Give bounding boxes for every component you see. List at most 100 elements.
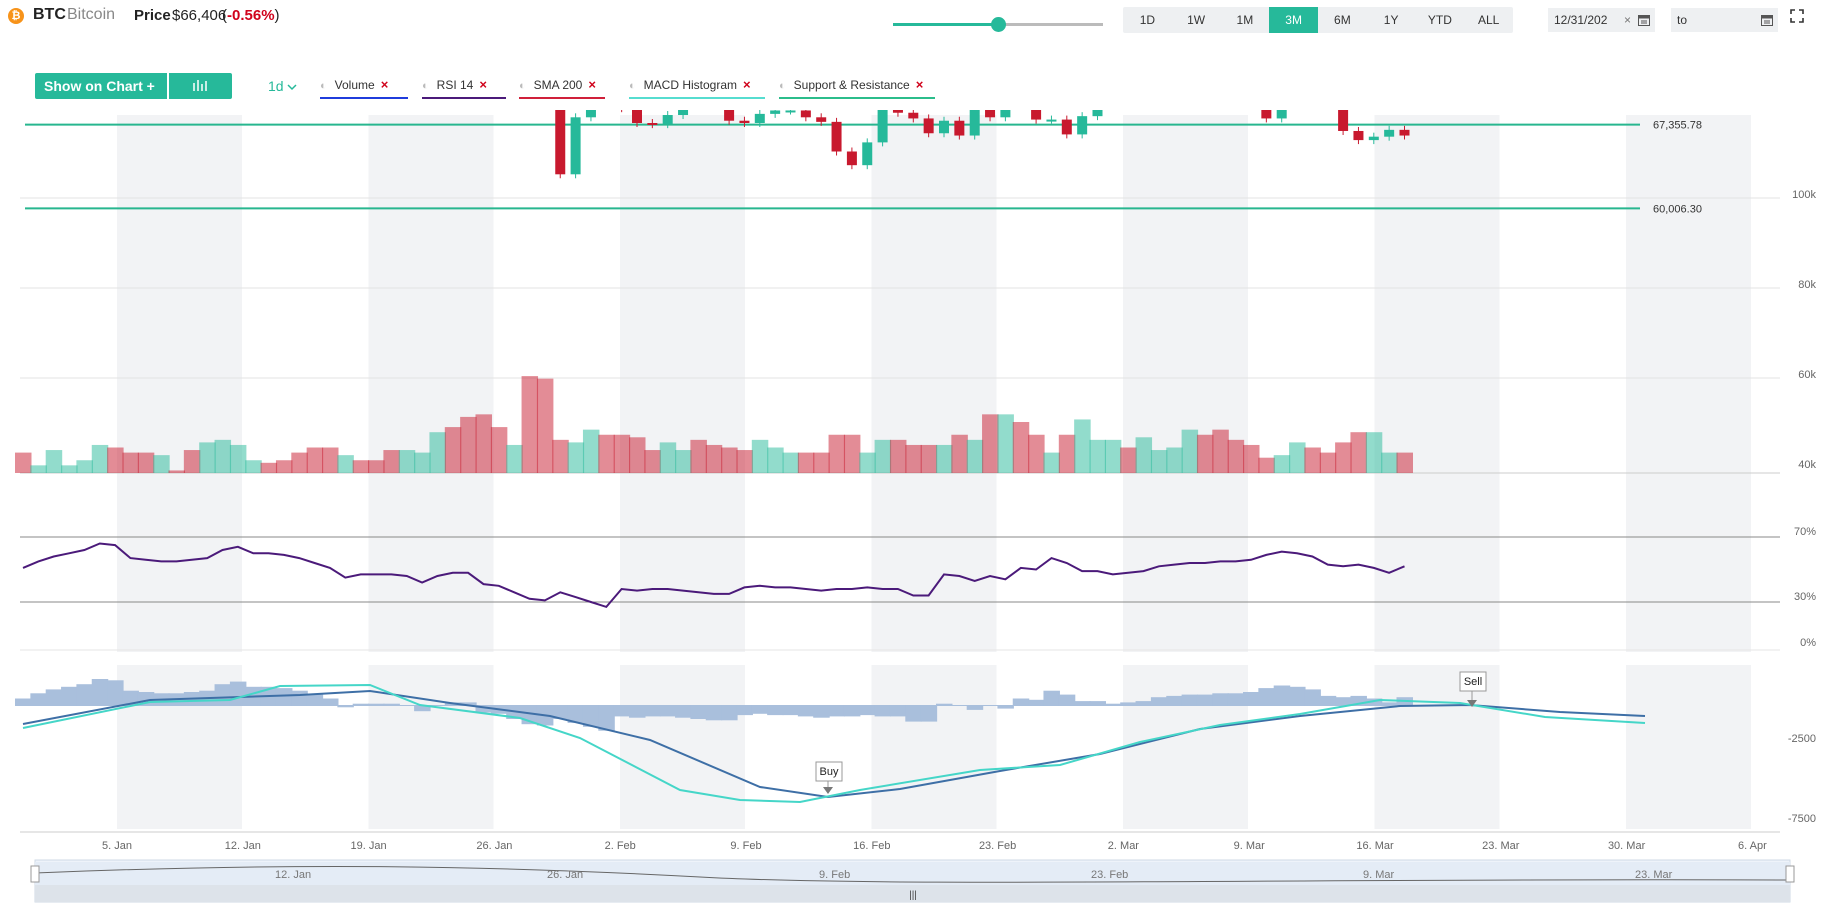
volume-bar: [1074, 419, 1091, 473]
bar-indicator-icon: [192, 80, 207, 91]
weekend-band: [368, 665, 494, 829]
macd-histogram-bar: [275, 688, 293, 706]
macd-histogram-bar: [1212, 693, 1229, 706]
rsi-axis-label: 70%: [1794, 526, 1816, 538]
volume-bar: [736, 450, 753, 473]
interval-selector[interactable]: 1d: [268, 78, 297, 94]
volume-bar: [552, 439, 569, 473]
range-1w[interactable]: 1W: [1187, 13, 1206, 27]
indicator-color-line: [519, 97, 605, 99]
macd-histogram-bar: [659, 705, 677, 717]
range-1m[interactable]: 1M: [1236, 13, 1254, 27]
candle-up: [585, 110, 596, 118]
macd-histogram-bar: [1227, 693, 1245, 706]
price-change: (-0.56%): [222, 7, 280, 24]
macd-histogram-bar: [705, 705, 723, 721]
volume-bar: [1365, 432, 1383, 473]
weekend-band: [620, 665, 745, 829]
eye-icon[interactable]: ◐: [422, 80, 429, 92]
weekend-band: [1123, 665, 1248, 829]
volume-bar: [813, 452, 830, 473]
macd-histogram-bar: [675, 705, 692, 718]
indicator-menu-button[interactable]: [169, 73, 232, 99]
price-chart[interactable]: 100k80k60k40k116,397.6297,937.4476,004.0…: [0, 110, 1837, 915]
candle-up: [969, 110, 980, 136]
macd-histogram-bar: [1365, 698, 1383, 706]
x-axis-label: 9. Feb: [730, 840, 761, 852]
indicator-label: MACD Histogram: [643, 78, 738, 92]
volume-bar: [168, 470, 185, 473]
weekend-band: [1626, 115, 1751, 652]
x-axis-label: 19. Jan: [351, 840, 387, 852]
candle-up: [862, 142, 873, 166]
candle-up: [1046, 119, 1057, 122]
show-on-chart-button[interactable]: Show on Chart +: [35, 73, 167, 99]
volume-bar: [275, 460, 293, 473]
date-to-field[interactable]: to: [1671, 8, 1778, 32]
eye-icon[interactable]: ◐: [629, 80, 636, 92]
range-6m[interactable]: 6M: [1334, 13, 1351, 27]
date-from-field[interactable]: 12/31/202 ×: [1548, 8, 1655, 32]
x-axis-label: 2. Mar: [1108, 840, 1140, 852]
x-axis-label: 26. Jan: [476, 840, 512, 852]
macd-histogram-bar: [889, 705, 907, 717]
volume-bar: [460, 416, 477, 473]
candle-up: [570, 117, 581, 175]
macd-histogram-bar: [1350, 695, 1367, 706]
macd-histogram-bar: [1319, 695, 1337, 706]
indicator-pill-sma-200[interactable]: ◐ SMA 200 ×: [519, 77, 605, 99]
fullscreen-icon[interactable]: [1790, 9, 1804, 23]
macd-histogram-bar: [613, 705, 631, 717]
navigator-label: 26. Jan: [547, 869, 583, 881]
volume-bar: [598, 434, 615, 473]
volume-bar: [1289, 442, 1306, 473]
remove-icon[interactable]: ×: [588, 77, 596, 92]
eye-icon[interactable]: ◐: [779, 80, 786, 92]
eye-icon[interactable]: ◐: [320, 80, 327, 92]
calendar-icon[interactable]: [1761, 14, 1773, 26]
range-all[interactable]: ALL: [1477, 13, 1500, 27]
range-1d[interactable]: 1D: [1139, 13, 1156, 27]
candle-down: [724, 110, 735, 121]
macd-histogram-bar: [874, 705, 892, 717]
header-bar: ₿ BTC Bitcoin Price $66,406 (-0.56%) 1D 1…: [0, 0, 1837, 40]
macd-histogram-bar: [1150, 697, 1168, 706]
volume-bar: [1304, 447, 1321, 473]
remove-icon[interactable]: ×: [479, 77, 487, 92]
indicator-pill-rsi-14[interactable]: ◐ RSI 14 ×: [422, 77, 506, 99]
clear-date-icon[interactable]: ×: [1624, 13, 1632, 27]
indicator-color-line: [422, 97, 506, 99]
x-axis-label: 5. Jan: [102, 840, 132, 852]
volume-bar: [1212, 429, 1229, 473]
remove-icon[interactable]: ×: [380, 77, 389, 92]
volume-bar: [982, 414, 999, 473]
volume-bar: [398, 450, 416, 473]
indicator-label: RSI 14: [436, 78, 474, 92]
coin-symbol: BTC: [33, 6, 66, 23]
remove-icon[interactable]: ×: [915, 77, 924, 92]
rsi-axis-label: 0%: [1800, 637, 1816, 649]
remove-icon[interactable]: ×: [743, 77, 751, 92]
calendar-icon[interactable]: [1638, 14, 1650, 26]
macd-histogram-bar: [767, 705, 784, 716]
macd-histogram-bar: [229, 681, 247, 706]
eye-icon[interactable]: ◐: [519, 80, 526, 92]
range-3m[interactable]: 3M: [1269, 7, 1318, 33]
macd-histogram-bar: [214, 684, 232, 706]
volume-bar: [1319, 452, 1337, 473]
indicator-color-line: [779, 97, 935, 99]
indicator-pill-support-resistance[interactable]: ◐ Support & Resistance ×: [779, 77, 935, 99]
rsi-line: [22, 542, 1405, 609]
macd-histogram-bar: [45, 689, 63, 706]
macd-histogram-bar: [582, 705, 600, 727]
signal-marker: [823, 787, 833, 794]
zoom-slider-handle[interactable]: [991, 17, 1006, 32]
indicator-pill-volume[interactable]: ◐ Volume ×: [320, 77, 408, 99]
volume-bar: [1181, 429, 1199, 473]
volume-bar: [797, 452, 815, 473]
range-ytd[interactable]: YTD: [1427, 13, 1452, 27]
indicator-pill-macd-histogram[interactable]: ◐ MACD Histogram ×: [629, 77, 765, 99]
range-1y[interactable]: 1Y: [1383, 13, 1399, 27]
macd-histogram-bar: [1058, 694, 1076, 706]
volume-bar: [1258, 457, 1275, 473]
